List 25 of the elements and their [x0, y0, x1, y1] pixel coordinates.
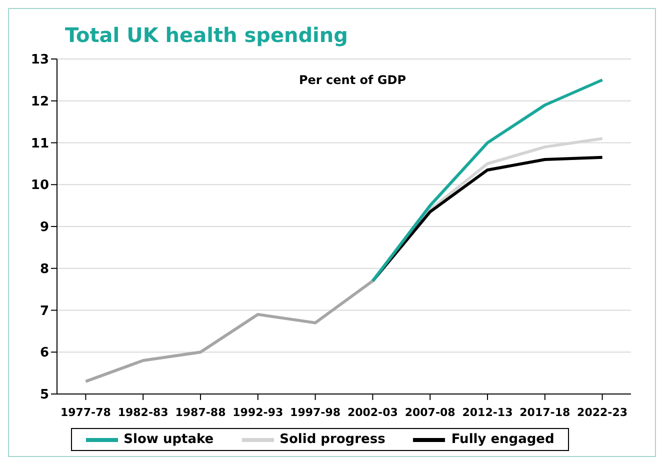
annotation: Per cent of GDP — [299, 73, 406, 87]
y-tick-label: 7 — [40, 304, 49, 319]
x-tick-label: 2022-23 — [577, 406, 628, 419]
x-tick-label: 2017-18 — [520, 406, 570, 419]
chart-title: Total UK health spending — [65, 23, 348, 47]
y-tick-label: 9 — [40, 220, 49, 236]
x-tick-label: 1987-88 — [175, 406, 226, 419]
x-tick-label: 1992-93 — [232, 406, 284, 419]
x-tick-label: 2007-08 — [404, 406, 456, 419]
y-tick-label: 6 — [40, 346, 49, 361]
legend-label: Solid progress — [278, 432, 386, 447]
y-tick-label: 13 — [30, 52, 49, 68]
y-tick-label: 8 — [40, 262, 49, 277]
y-tick-label: 5 — [40, 388, 49, 403]
legend-label: Slow uptake — [122, 432, 214, 447]
line-series — [84, 279, 374, 383]
x-tick-label: 2012-13 — [462, 406, 513, 419]
y-tick-label: 12 — [30, 94, 49, 110]
x-tick-label: 1977-78 — [60, 406, 111, 419]
y-tick-label: 11 — [30, 136, 49, 152]
x-tick-label: 1997-98 — [290, 406, 341, 419]
x-tick-label: 2002-03 — [347, 406, 398, 419]
y-tick-label: 10 — [30, 178, 49, 194]
x-tick-label: 1982-83 — [118, 406, 168, 419]
legend-label: Fully engaged — [450, 432, 554, 447]
